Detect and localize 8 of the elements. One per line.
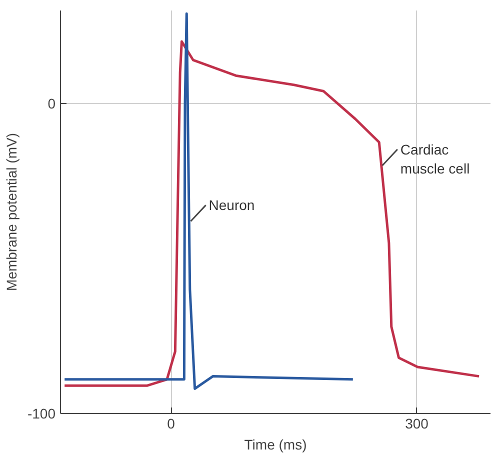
- x-tick-label: 300: [405, 416, 429, 432]
- annotation: Neuron: [208, 197, 255, 214]
- line-series: [63, 40, 480, 387]
- y-axis-title: Membrane potential (mV): [3, 133, 20, 291]
- x-axis-title: Time (ms): [244, 436, 307, 452]
- annotation: Cardiac muscle cell: [400, 141, 470, 177]
- line-series: [63, 12, 354, 390]
- y-tick-label: -100: [27, 406, 56, 422]
